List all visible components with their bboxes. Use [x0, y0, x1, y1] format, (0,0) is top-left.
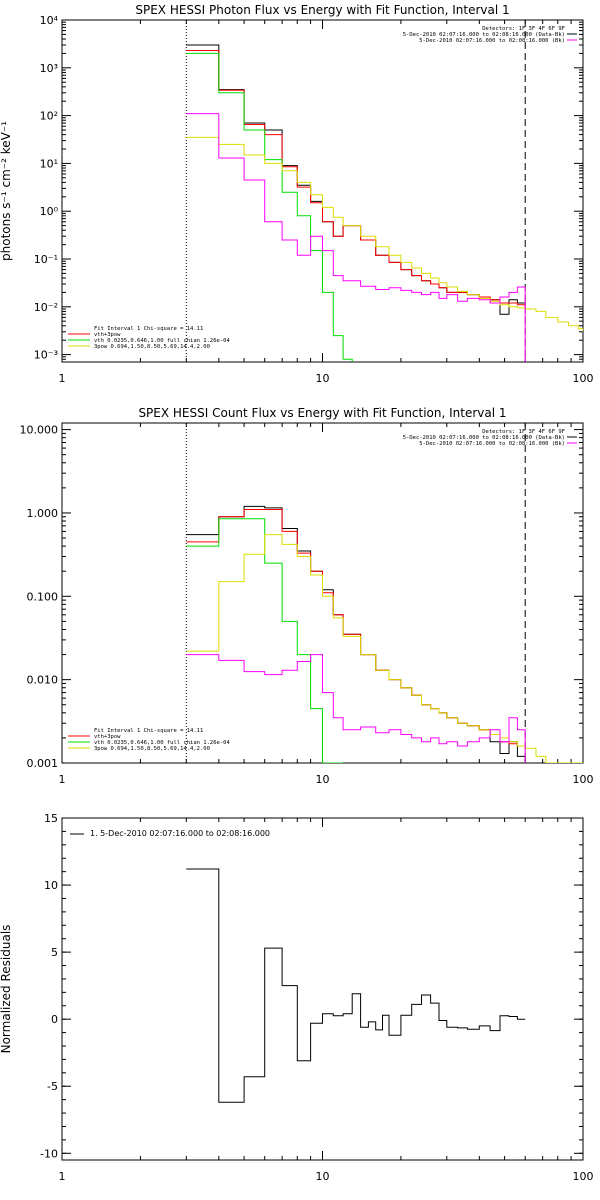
- header-line: 5-Dec-2010 02:07:16.000 to 02:08:16.000 …: [403, 32, 565, 38]
- y-tick-label: 10⁻¹: [34, 253, 58, 266]
- x-tick-label: 100: [573, 372, 594, 385]
- legend-line: 3pow 0.694,1.50,8.50,5.69,14.4,2.00: [94, 344, 210, 350]
- chart-2: SPEX HESSI Count Flux vs Energy with Fit…: [20, 406, 594, 786]
- series-line-3: [186, 52, 353, 362]
- y-tick-label: 0: [51, 1013, 58, 1026]
- x-tick-label: 1: [59, 372, 66, 385]
- chart-1: SPEX HESSI Photon Flux vs Energy with Fi…: [0, 3, 594, 385]
- series-line-4: [186, 136, 583, 332]
- y-tick-label: 15: [44, 812, 58, 825]
- y-tick-label: 10⁰: [40, 205, 59, 218]
- x-tick-label: 100: [573, 773, 594, 786]
- y-tick-label: 10.000: [20, 424, 59, 437]
- x-tick-label: 1: [59, 773, 66, 786]
- series-group: [186, 44, 583, 362]
- chart-title: SPEX HESSI Count Flux vs Energy with Fit…: [138, 406, 506, 420]
- series-line-1: [186, 44, 526, 315]
- header-line: 5-Dec-2010 02:07:16.000 to 02:08:16.000 …: [403, 435, 565, 441]
- legend-line: 3pow 0.694,1.50,8.50,5.69,14.4,2.00: [94, 746, 210, 752]
- legend-line: vth 0.0235,0.646,1.00 full chian 1.26e-0…: [94, 740, 230, 746]
- series-line-4: [186, 534, 583, 763]
- x-tick-label: 100: [573, 1170, 594, 1183]
- y-tick-label: 10²: [40, 110, 58, 123]
- legend-line: vth+3pow: [94, 332, 121, 338]
- y-tick-label: 10³: [40, 62, 58, 75]
- y-tick-label: 10: [44, 879, 58, 892]
- series-line-1: [186, 868, 526, 1103]
- legend-line: vth+3pow: [94, 734, 121, 740]
- y-tick-label: -10: [40, 1147, 58, 1160]
- header-line: Detectors: 1F 3F 4F 6F 9F: [482, 429, 565, 435]
- header-line: 5-Dec-2010 02:07:16.000 to 02:08:16.000 …: [419, 38, 565, 44]
- y-tick-label: 10¹: [40, 157, 58, 170]
- y-axis-label: photons s⁻¹ cm⁻² keV⁻¹: [0, 121, 13, 261]
- y-tick-label: 5: [51, 946, 58, 959]
- series-group: [186, 868, 526, 1103]
- y-tick-label: 0.100: [27, 590, 59, 603]
- x-tick-label: 10: [316, 372, 330, 385]
- y-tick-label: 10⁻²: [34, 301, 58, 314]
- y-tick-label: 0.001: [27, 757, 59, 770]
- header-line: Detectors: 1F 3F 4F 6F 9F: [482, 26, 565, 32]
- y-tick-label: 10⁻³: [34, 349, 58, 362]
- chart-3: 1 10 100 -10 -5 0 5 10 15 Normalized Residuals 1. …: [0, 812, 594, 1183]
- x-tick-label: 10: [316, 1170, 330, 1183]
- plot-frame: [61, 817, 584, 1161]
- y-tick-label: 10⁴: [40, 14, 59, 27]
- y-tick-label: 0.010: [27, 674, 59, 687]
- series-line-2: [186, 50, 526, 307]
- x-tick-label: 1: [59, 1170, 66, 1183]
- legend-line: Fit Interval 1 Chi-square = 14.11: [94, 728, 203, 734]
- series-line-3: [186, 518, 344, 763]
- series-group: [186, 505, 583, 763]
- legend-line: 1. 5-Dec-2010 02:07:16.000 to 02:08:16.0…: [90, 829, 270, 838]
- series-line-5: [186, 113, 526, 362]
- plot-frame: [61, 19, 584, 363]
- chart-title: SPEX HESSI Photon Flux vs Energy with Fi…: [135, 3, 509, 17]
- y-tick-label: -5: [47, 1080, 58, 1093]
- y-tick-label: 1.000: [27, 507, 59, 520]
- x-tick-label: 10: [316, 773, 330, 786]
- header-line: 5-Dec-2010 02:07:16.000 to 02:08:16.000 …: [419, 441, 565, 447]
- series-line-5: [186, 654, 526, 763]
- y-axis-label: Normalized Residuals: [0, 925, 13, 1054]
- legend-line: Fit Interval 1 Chi-square = 14.11: [94, 326, 203, 332]
- series-line-2: [186, 509, 526, 749]
- legend-line: vth 0.0235,0.646,1.00 full chian 1.26e-0…: [94, 338, 230, 344]
